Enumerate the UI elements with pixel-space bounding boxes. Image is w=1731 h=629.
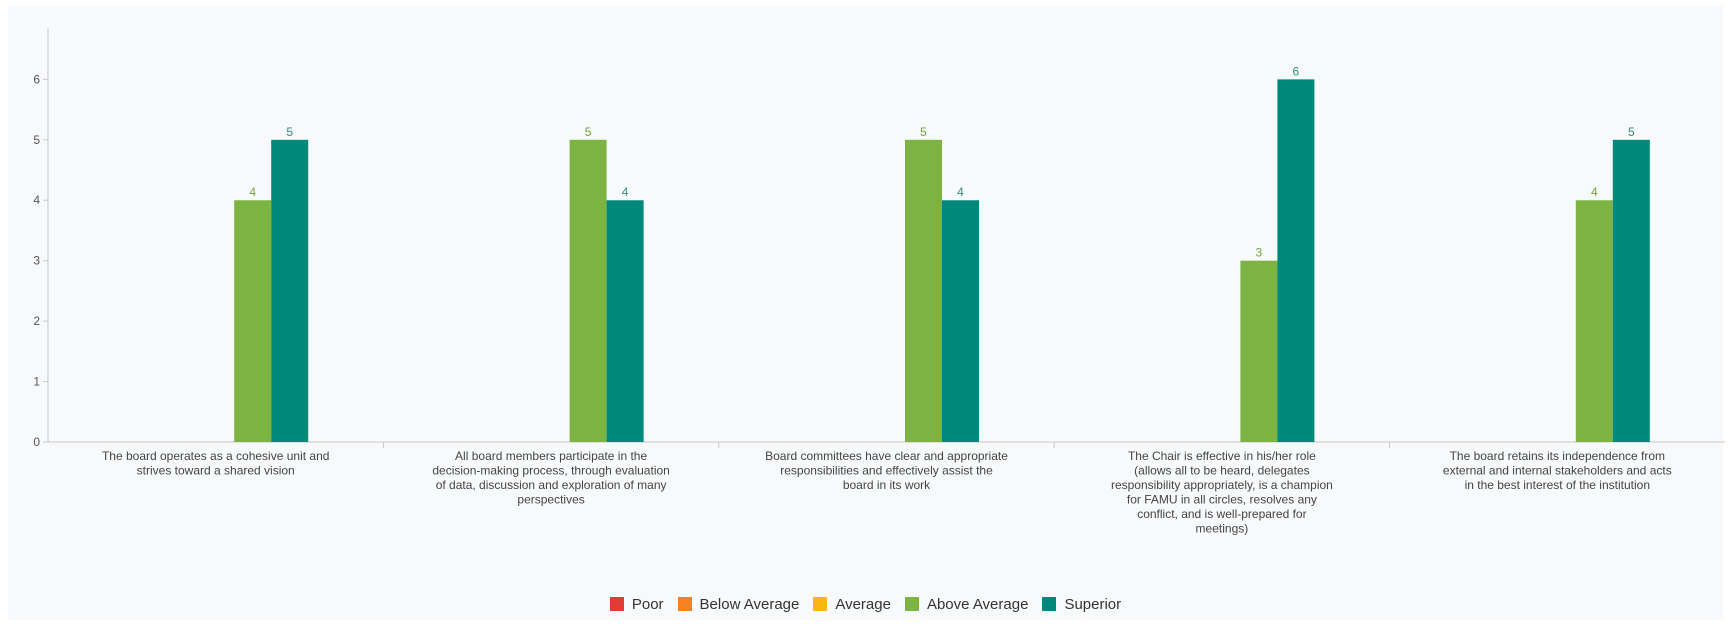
legend-swatch [904,597,919,611]
x-category-label: The Chair is effective in his/her role (a… [1111,449,1333,536]
x-category-label-line: The board retains its independence from [1450,449,1665,463]
legend-item-superior[interactable]: Superior [1042,596,1121,613]
y-tick-label: 6 [33,72,40,86]
x-category-label: The board retains its independence from e… [1443,449,1672,492]
legend-item-average[interactable]: Average [813,596,891,613]
x-category-label-line: responsibilities and effectively assist … [780,464,993,478]
x-category-label-line: perspectives [517,493,584,507]
x-category-label-line: Board committees have clear and appropri… [765,449,1008,463]
legend-item-above-average[interactable]: Above Average [904,595,1029,613]
bar-value-label: 4 [249,185,256,199]
x-category-label-line: decision-making process, through evaluat… [432,464,669,478]
bar-superior [606,200,644,442]
bar-superior [1277,79,1315,443]
bar-chart: 0 1 2 3 4 5 6 4 5 The board operates as a cohesiv… [33,28,1725,536]
y-tick-label: 3 [33,254,40,268]
x-category-label: Board committees have clear and appropri… [765,449,1008,492]
x-category-label-line: external and internal stakeholders and a… [1443,464,1672,478]
x-category-label-line: conflict, and is well-prepared for [1137,507,1306,521]
x-category-label-line: of data, discussion and exploration of m… [436,478,667,492]
legend-item-poor[interactable]: Poor [609,595,664,613]
bar-superior [942,200,979,442]
bar-value-label: 5 [920,125,927,139]
x-category-label: All board members participate in the deci… [432,449,669,507]
chart-legend: Poor Below Average Average Above Average Sup… [0,592,1731,616]
bar-above-average [234,200,272,442]
legend-item-below-average[interactable]: Below Average [677,595,800,613]
x-category-label-line: strives toward a shared vision [137,464,295,478]
bar-value-label: 4 [1591,185,1598,199]
legend-label: Superior [1064,595,1122,613]
y-tick-label: 1 [33,375,40,389]
x-category-label: The board operates as a cohesive unit an… [102,449,329,478]
y-tick-label: 2 [33,314,40,328]
x-category-label-line: board in its work [843,478,931,492]
bar-value-label: 4 [957,185,964,199]
bar-value-label: 6 [1293,64,1300,78]
x-category-label-line: (allows all to be heard, delegates [1134,464,1309,478]
bar-value-label: 5 [585,125,592,139]
legend-label: Poor [631,595,664,613]
bar-value-label: 5 [1628,125,1635,139]
bar-value-label: 3 [1256,246,1263,260]
legend-label: Below Average [699,595,800,613]
y-tick-label: 0 [33,435,40,449]
bar-superior [1612,139,1650,442]
legend-swatch [1042,597,1057,611]
x-category-label-line: meetings) [1196,522,1249,536]
x-category-label-line: The board operates as a cohesive unit an… [102,449,329,463]
legend-swatch [813,597,828,611]
x-category-label-line: responsibility appropriately, is a champ… [1111,478,1333,492]
x-category-label-line: for FAMU in all circles, resolves any [1127,493,1317,507]
legend-swatch [677,597,692,611]
bar-above-average [1575,200,1613,442]
bar-above-average [1240,260,1278,442]
bar-value-label: 4 [622,185,629,199]
legend-label: Average [835,595,891,613]
bar-value-label: 5 [286,125,293,139]
bar-superior [271,139,309,442]
y-tick-label: 5 [33,133,40,147]
x-category-label-line: All board members participate in the [455,449,647,463]
x-category-label-line: The Chair is effective in his/her role [1128,449,1316,463]
legend-label: Above Average [926,595,1029,613]
bar-above-average [905,139,942,442]
y-tick-label: 4 [33,193,40,207]
bar-above-average [569,139,607,442]
x-category-label-line: in the best interest of the institution [1465,478,1650,492]
legend-swatch [609,597,624,611]
